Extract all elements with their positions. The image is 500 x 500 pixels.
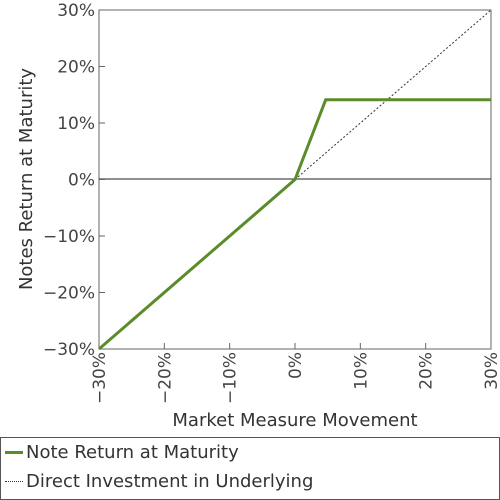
payoff-chart: 30% 20% 10% 0% −10% −20% −30% −30% −20% −10% 0% 10…: [16, 1, 500, 431]
x-tick-label: 10%: [351, 352, 371, 390]
y-tick-label: −30%: [43, 340, 95, 360]
x-tick-label: 20%: [417, 352, 437, 390]
y-axis-title: Notes Return at Maturity: [16, 68, 37, 290]
y-tick-label: −20%: [43, 284, 95, 304]
x-tick-label: 0%: [286, 352, 306, 379]
y-tick-label: 0%: [68, 171, 95, 191]
legend-label-direct-investment: Direct Investment in Underlying: [26, 470, 314, 492]
x-axis-ticks: −30% −20% −10% 0% 10% 20% 30%: [90, 343, 500, 404]
x-axis-title: Market Measure Movement: [172, 410, 417, 431]
y-tick-label: 30%: [57, 1, 95, 21]
series-layer: [98, 9, 492, 351]
legend: Note Return at Maturity Direct Investmen…: [0, 437, 500, 500]
x-tick-label: −10%: [221, 352, 241, 404]
y-tick-label: 10%: [57, 114, 95, 134]
legend-swatch-note-return: [5, 450, 23, 454]
y-tick-label: 20%: [57, 58, 95, 78]
x-tick-label: 30%: [482, 352, 500, 390]
series-line-note-return: [98, 98, 491, 351]
legend-item-direct-investment: Direct Investment in Underlying: [5, 469, 313, 493]
y-axis-ticks: 30% 20% 10% 0% −10% −20% −30%: [43, 1, 105, 360]
y-tick-label: −10%: [43, 227, 95, 247]
series-line-direct-investment: [294, 9, 492, 180]
legend-label-note-return: Note Return at Maturity: [26, 441, 239, 463]
x-tick-label: −20%: [155, 352, 175, 404]
x-tick-label: −30%: [90, 352, 110, 404]
legend-swatch-direct-investment: [5, 480, 23, 482]
legend-item-note-return: Note Return at Maturity: [5, 440, 239, 464]
